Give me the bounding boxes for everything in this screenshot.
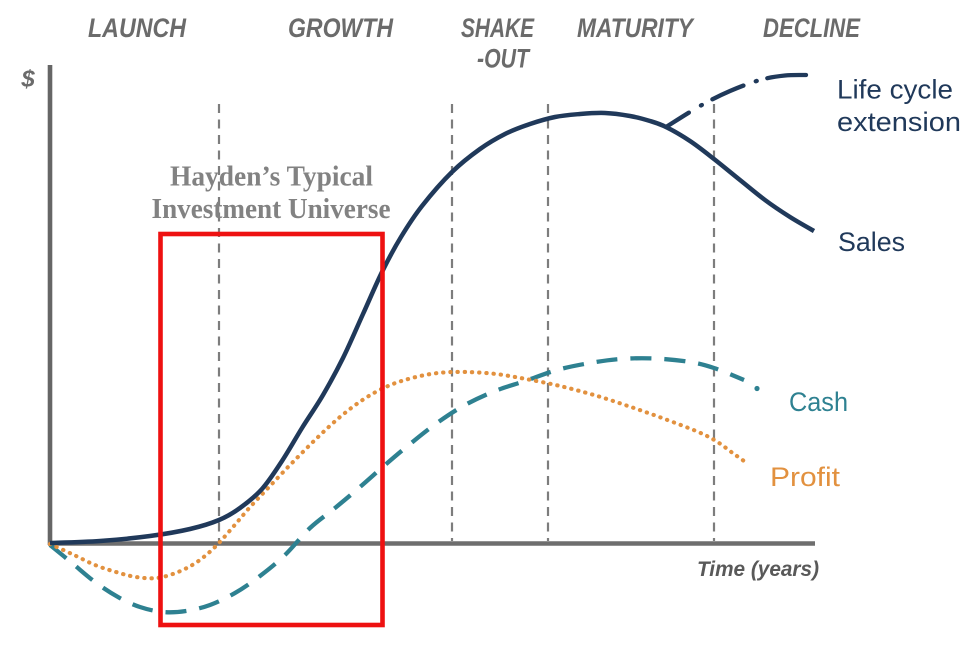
svg-text:Investment Universe: Investment Universe (152, 193, 391, 225)
svg-text:Life cycle: Life cycle (837, 75, 953, 105)
svg-text:Hayden’s Typical: Hayden’s Typical (170, 161, 373, 193)
svg-text:-OUT: -OUT (477, 44, 531, 74)
svg-text:Time (years): Time (years) (697, 558, 819, 581)
svg-text:Profit: Profit (770, 462, 841, 492)
svg-text:MATURITY: MATURITY (577, 13, 696, 43)
svg-text:Sales: Sales (838, 227, 905, 257)
svg-text:LAUNCH: LAUNCH (88, 13, 186, 43)
svg-text:$: $ (20, 66, 35, 93)
svg-text:extension: extension (837, 107, 961, 137)
svg-text:GROWTH: GROWTH (288, 13, 393, 43)
svg-text:DECLINE: DECLINE (763, 13, 861, 43)
svg-text:SHAKE: SHAKE (461, 13, 535, 43)
svg-text:Cash: Cash (789, 387, 848, 417)
